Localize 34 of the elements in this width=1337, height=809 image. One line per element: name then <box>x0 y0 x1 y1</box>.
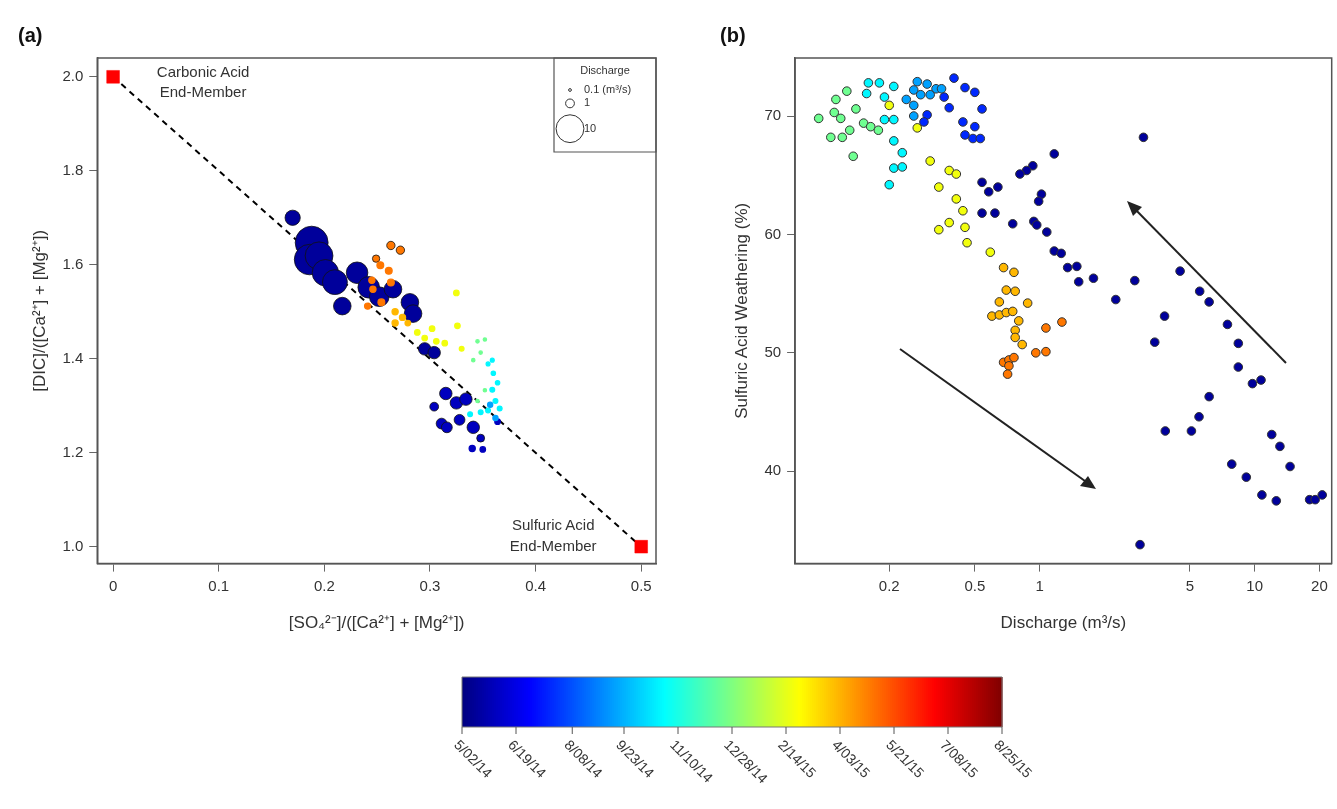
y-tick-label: 70 <box>764 106 782 124</box>
y-tick-label: 1.6 <box>62 254 84 272</box>
y-axis-title: Sulfuric Acid Weathering (%) <box>731 202 751 419</box>
x-tick-label: 0.1 <box>208 576 230 594</box>
x-axis-title: Discharge (m³/s) <box>1000 613 1127 633</box>
y-tick-label: 40 <box>764 461 782 479</box>
chart-title: (a) <box>18 23 43 46</box>
x-tick-label: 1 <box>1035 576 1044 594</box>
legend-label: 1 <box>584 96 591 109</box>
x-tick-label: 10 <box>1246 576 1264 594</box>
legend-label: 10 <box>584 121 597 134</box>
annotation: Carbonic Acid End-Member <box>156 62 250 100</box>
y-tick-label: 1.8 <box>62 160 84 178</box>
annotation: Sulfuric Acid End-Member <box>509 515 597 554</box>
y-axis-title: [DIC]/([Ca²⁺] + [Mg²⁺]) <box>29 229 49 392</box>
y-tick-label: 1.2 <box>62 442 84 460</box>
y-tick-label: 2.0 <box>62 66 84 84</box>
legend-label: 0.1 (m³/s) <box>584 83 632 96</box>
x-tick-label: 20 <box>1311 576 1328 594</box>
x-axis-title: [SO₄²⁻]/([Ca²⁺] + [Mg²⁺]) <box>288 613 465 633</box>
x-tick-label: 0.2 <box>878 576 900 594</box>
chart-title: (b) <box>720 23 746 46</box>
x-tick-label: 5 <box>1185 576 1195 594</box>
legend-title: Discharge <box>580 64 630 77</box>
y-tick-label: 50 <box>764 342 782 360</box>
y-tick-label: 1.4 <box>62 348 84 366</box>
x-tick-label: 0.2 <box>313 576 335 594</box>
x-tick-label: 0.5 <box>964 576 986 594</box>
x-tick-label: 0.3 <box>419 576 441 594</box>
x-tick-label: 0 <box>108 576 118 594</box>
x-tick-label: 0.4 <box>525 576 547 594</box>
y-tick-label: 1.0 <box>62 536 84 554</box>
x-tick-label: 0.5 <box>630 576 652 594</box>
y-tick-label: 60 <box>764 224 782 242</box>
